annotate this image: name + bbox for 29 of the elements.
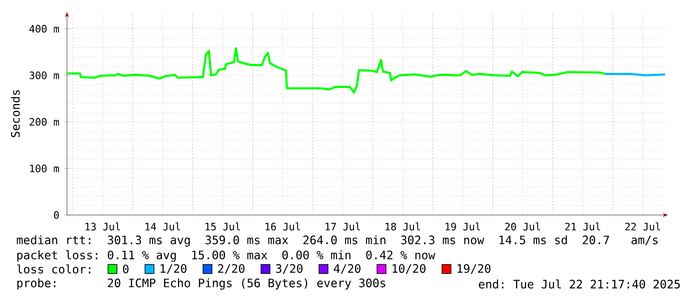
text: median rtt: 301.3 ms avg 359.0 ms max 264.0 ms min 302.3 ms now 14.5 ms sd 20.7 am/s (16, 235, 658, 247)
x-tick-label: 21 Jul (565, 222, 600, 230)
x-tick-label: 22 Jul (625, 222, 660, 230)
y-axis-title: Seconds (10, 90, 20, 138)
x-tick-label: 15 Jul (206, 222, 240, 230)
y-tick-label: 200 m (30, 118, 59, 126)
legend-label: 1/20 (160, 264, 186, 274)
legend-label: 0 (123, 264, 128, 274)
y-tick-label: 400 m (29, 24, 59, 33)
x-tick-label: 20 Jul (505, 222, 540, 230)
line-series (67, 47, 606, 94)
legend-label: 10/20 (392, 264, 426, 274)
text: end: Tue Jul 22 21:17:40 2025 (478, 279, 680, 289)
y-tick-label: 300 m (30, 71, 59, 80)
legend-label: 2/20 (218, 264, 244, 274)
legend-label: 4/20 (334, 264, 360, 274)
legend-label: 19/20 (458, 264, 490, 274)
legend-title: loss color: (17, 264, 90, 274)
text: packet loss: 0.11 % avg 15.00 % max 0.00 % min 0.42 % now (17, 250, 436, 262)
x-tick-label: 13 Jul (86, 222, 120, 230)
x-tick-label: 14 Jul (146, 222, 180, 230)
y-tick-label: 100 m (30, 164, 59, 172)
legend-label: 3/20 (276, 264, 302, 274)
x-tick-label: 19 Jul (446, 222, 480, 230)
y-tick-label: 0 (54, 211, 59, 219)
text: probe: 20 ICMP Echo Pings (56 Bytes) every 300s (17, 278, 386, 290)
x-tick-label: 17 Jul (326, 222, 360, 230)
x-tick-label: 18 Jul (386, 222, 420, 230)
x-tick-label: 16 Jul (266, 222, 300, 230)
